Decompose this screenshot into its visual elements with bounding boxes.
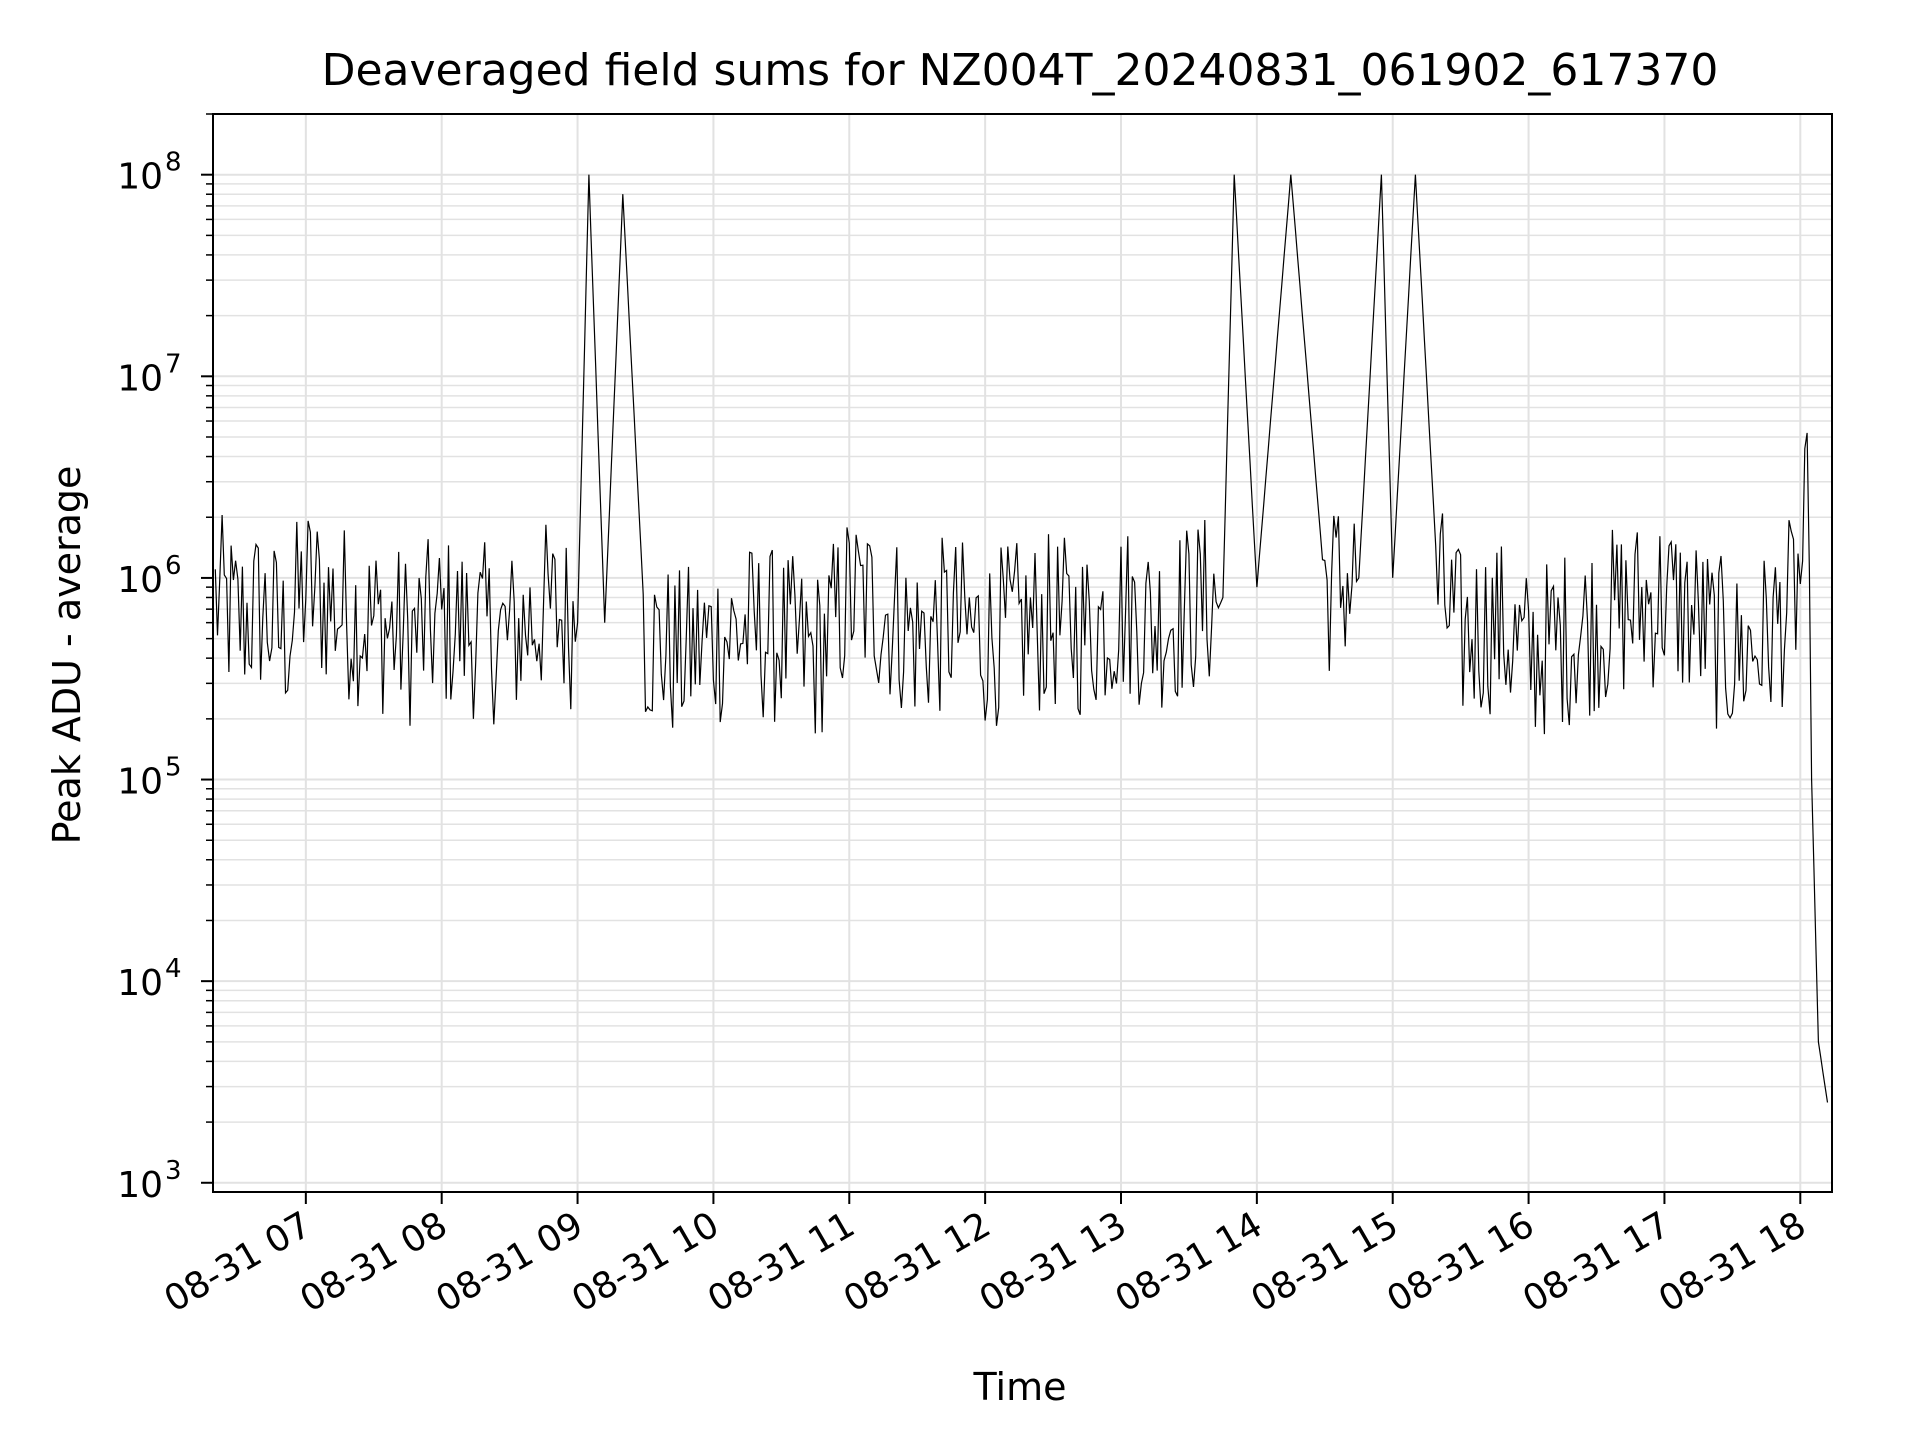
- y-tick-label-base: 10: [117, 157, 163, 198]
- y-tick-label: 10 8: [117, 148, 181, 198]
- y-tick-label: 10 4: [117, 954, 181, 1004]
- y-tick-label-base: 10: [117, 963, 163, 1004]
- plot-area-frame: [212, 113, 1833, 1193]
- chart-title: Deaveraged field sums for NZ004T_2024083…: [322, 45, 1719, 96]
- y-tick-label-exponent: 8: [165, 148, 182, 178]
- y-tick-label: 10 5: [117, 753, 181, 803]
- grid-lines: [213, 113, 1832, 1192]
- y-tick-label: 10 6: [117, 551, 181, 601]
- data-layer: [214, 174, 1829, 1103]
- x-axis-label: Time: [973, 1365, 1067, 1409]
- y-tick-label: 10 7: [117, 349, 181, 399]
- y-tick-label-base: 10: [117, 762, 163, 803]
- y-tick-label-exponent: 3: [165, 1156, 182, 1186]
- y-tick-label-base: 10: [117, 560, 163, 601]
- y-tick-label-base: 10: [117, 1165, 163, 1206]
- y-tick-label-exponent: 5: [165, 753, 182, 783]
- y-tick-label-exponent: 6: [165, 551, 182, 581]
- series-line: [214, 174, 1829, 1103]
- y-axis-label: Peak ADU - average: [45, 466, 89, 845]
- y-tick-label-exponent: 4: [165, 954, 182, 984]
- y-tick-label-base: 10: [117, 358, 163, 399]
- y-tick-label: 10 3: [117, 1156, 181, 1206]
- y-tick-label-exponent: 7: [165, 349, 182, 379]
